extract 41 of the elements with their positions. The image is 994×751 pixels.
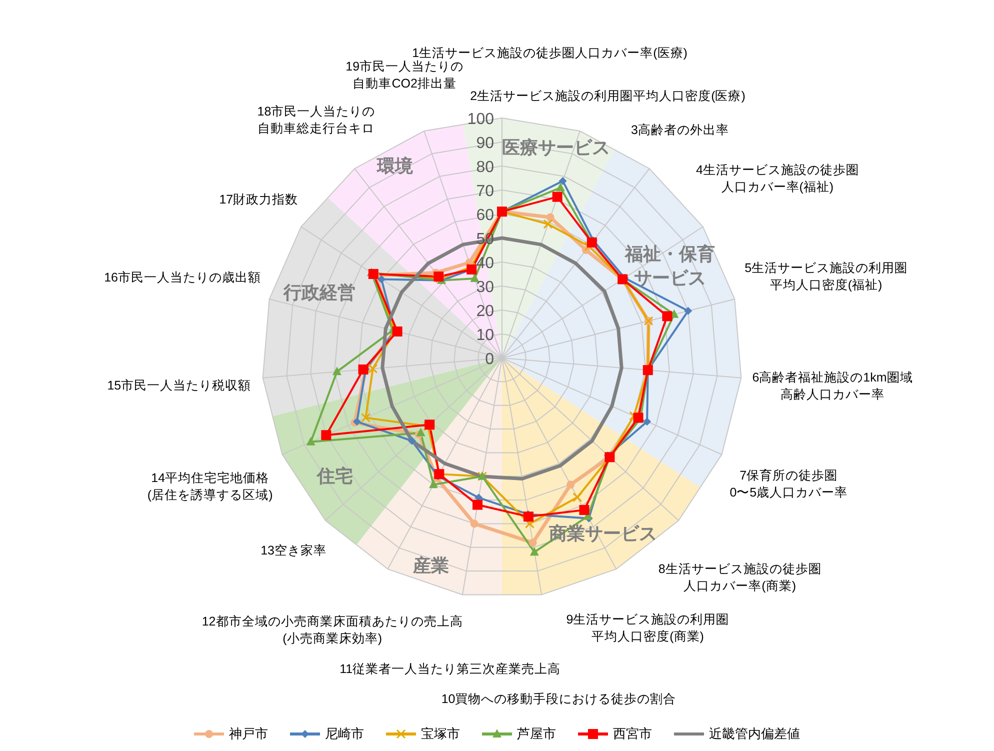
y-tick-label: 10 — [476, 327, 494, 344]
spoke-label: 3高齢者の外出率 — [630, 122, 729, 137]
spoke-label: 5生活サービス施設の利用圏平均人口密度(福祉) — [744, 260, 908, 292]
spoke-label: 8生活サービス施設の徒歩圏人口カバー率(商業) — [658, 562, 822, 593]
y-tick-label: 90 — [476, 135, 494, 152]
legend-label: 神戸市 — [228, 725, 268, 743]
legend-label: 西宮市 — [612, 725, 652, 743]
legend-label: 尼崎市 — [324, 725, 364, 743]
text: 行政経営 — [282, 282, 356, 303]
text: 環境 — [376, 156, 413, 176]
spoke-label: 15市民一人当たり税収額 — [107, 378, 252, 392]
spoke-label: 16市民一人当たりの歳出額 — [104, 270, 262, 285]
text: 福祉・保育サービス — [624, 242, 715, 288]
spoke-label: 11従業者一人当たり第三次産業売上高 — [340, 661, 561, 676]
text: 住宅 — [316, 466, 353, 486]
y-tick-label: 0 — [485, 351, 494, 368]
y-tick-label: 50 — [476, 231, 494, 248]
spoke-label: 12都市全域の小売商業床面積あたりの売上高(小売商業床効率) — [202, 613, 463, 646]
spoke-label: 2生活サービス施設の利用圏平均人口密度(医療) — [470, 88, 746, 104]
spoke-label: 4生活サービス施設の徒歩圏人口カバー率(福祉) — [696, 163, 859, 194]
y-tick-label: 80 — [476, 159, 494, 176]
spoke-label: 14平均住宅宅地価格(居住を誘導する区域) — [147, 470, 273, 502]
spoke-label: 10買物への移動手段における徒歩の割合 — [441, 692, 676, 706]
spoke-label: 13空き家率 — [260, 542, 327, 558]
spoke-label: 17財政力指数 — [219, 192, 298, 207]
y-tick-label: 30 — [476, 279, 494, 296]
spoke-label: 7保育所の徒歩圏0〜5歳人口カバー率 — [730, 468, 848, 500]
y-tick-label: 60 — [476, 207, 494, 224]
spoke-label: 9生活サービス施設の利用圏平均人口密度(商業) — [566, 612, 730, 644]
y-tick-label: 100 — [467, 111, 494, 128]
spoke-label: 1生活サービス施設の徒歩圏人口カバー率(医療) — [412, 45, 688, 60]
spoke-label: 19市民一人当たりの自動車CO2排出量 — [346, 59, 464, 90]
y-tick-label: 20 — [476, 303, 494, 320]
y-tick-label: 70 — [476, 183, 494, 200]
legend-label: 近畿管内偏差値 — [708, 725, 800, 743]
spoke-label: 6高齢者福祉施設の1km圏域高齢人口カバー率 — [752, 369, 913, 402]
spoke-label: 18市民一人当たりの自動車総走行台キロ — [257, 104, 376, 136]
text: 医療サービス — [502, 137, 610, 158]
legend-label: 芦屋市 — [516, 725, 556, 743]
legend-label: 宝塚市 — [420, 725, 460, 743]
text: 産業 — [412, 556, 449, 576]
